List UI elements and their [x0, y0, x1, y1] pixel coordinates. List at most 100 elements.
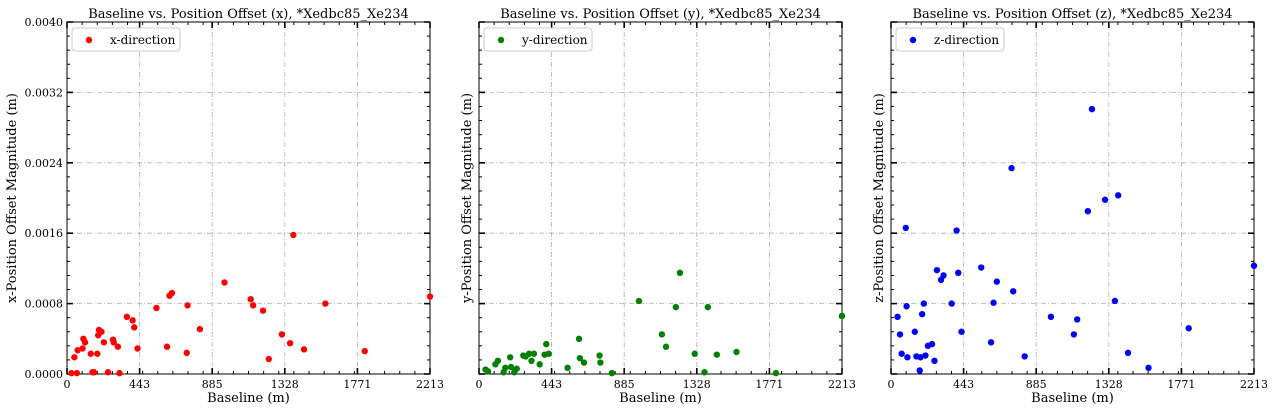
plot-area: 0 443 885 1328 1771 2213: [888, 21, 1268, 391]
data-point: [1047, 313, 1055, 320]
data-point: [259, 307, 267, 314]
data-point: [918, 310, 926, 318]
data-point: [635, 297, 643, 305]
data-point: [658, 331, 666, 338]
data-point: [596, 352, 603, 359]
data-point: [903, 303, 910, 310]
x-tick-label: 1771: [755, 378, 783, 391]
data-point: [68, 369, 75, 377]
data-point: [502, 364, 509, 372]
data-point: [911, 328, 918, 335]
panel-y-offset: 0 443 885 1328 1771 2213 Baseline vs. Positio…: [460, 7, 856, 406]
chart-title: Baseline vs. Position Offset (y), *Xedbc…: [500, 7, 821, 22]
data-point: [1073, 316, 1081, 323]
data-point: [290, 231, 297, 239]
data-point: [978, 264, 985, 271]
data-point: [1070, 331, 1078, 338]
data-point: [922, 352, 929, 359]
data-point: [1088, 105, 1096, 113]
panel-z-offset: 0 443 885 1328 1771 2213 Baseline vs. Positio…: [872, 7, 1268, 406]
data-point: [917, 354, 924, 361]
data-point: [513, 365, 520, 372]
plot-area: 0 443 885 1328 1771 2213 0.0000 0.0008 0.0016 0.0…: [25, 16, 445, 391]
data-point: [940, 272, 947, 279]
data-point: [506, 354, 514, 361]
data-point: [123, 313, 131, 320]
data-point: [90, 369, 98, 376]
x-tick-label: 1328: [1095, 378, 1123, 391]
data-point: [990, 299, 997, 306]
chart-title: Baseline vs. Position Offset (x), *Xedbc…: [88, 7, 409, 22]
legend: [895, 27, 1005, 52]
data-point: [134, 345, 141, 352]
y-tick-label: 0.0024: [25, 157, 64, 170]
x-axis-label: Baseline (m): [1031, 391, 1114, 406]
data-point: [896, 331, 904, 338]
data-point: [507, 363, 515, 371]
x-axis-label: Baseline (m): [619, 391, 702, 406]
data-point: [580, 359, 588, 366]
x-tick-label: 1328: [271, 378, 299, 391]
data-point: [1008, 164, 1015, 172]
data-point: [131, 324, 138, 331]
data-point: [71, 354, 78, 361]
data-point: [79, 345, 86, 352]
data-point: [1185, 325, 1192, 332]
data-point: [168, 289, 176, 297]
data-point: [129, 317, 136, 324]
x-tick-label: 885: [202, 378, 223, 391]
data-point: [1111, 297, 1119, 305]
data-point: [1124, 349, 1132, 357]
x-tick-label: 2213: [416, 378, 444, 391]
data-point: [494, 357, 502, 364]
legend: [483, 27, 593, 52]
data-point: [81, 339, 89, 346]
x-tick-label: 885: [614, 378, 635, 391]
data-point: [948, 300, 955, 307]
data-point: [322, 300, 329, 307]
x-tick-label: 885: [1026, 378, 1047, 391]
data-point: [110, 339, 117, 346]
data-point: [196, 325, 204, 333]
data-point: [953, 227, 960, 234]
x-tick-label: 443: [541, 378, 562, 391]
legend-marker: [497, 36, 505, 44]
data-point: [116, 369, 123, 377]
data-point: [931, 357, 938, 364]
data-point: [183, 349, 190, 357]
data-point: [300, 346, 308, 353]
y-axis-label: z-Position Offset Magnitude (m): [872, 93, 887, 303]
data-point: [104, 369, 112, 376]
axes-frame: [890, 21, 1255, 375]
legend-label: y-direction: [521, 33, 588, 47]
data-point: [701, 369, 708, 376]
data-point: [1101, 196, 1109, 203]
chart-title: Baseline vs. Position Offset (z), *Xedbc…: [912, 7, 1232, 22]
data-point: [221, 279, 228, 286]
data-point: [1021, 353, 1028, 360]
data-point: [672, 303, 680, 311]
data-point: [987, 339, 995, 346]
data-point: [247, 296, 254, 303]
data-point: [898, 350, 905, 357]
data-point: [278, 331, 286, 338]
legend-box: [483, 27, 593, 52]
legend-label: x-direction: [110, 33, 176, 47]
data-point: [902, 224, 909, 232]
data-point: [1010, 288, 1017, 295]
data-point: [536, 361, 543, 368]
data-point: [920, 300, 928, 307]
data-point: [361, 347, 368, 355]
data-point: [894, 313, 901, 320]
y-tick-label: 0.0040: [25, 16, 64, 29]
axes-frame: [66, 21, 431, 375]
data-point: [933, 266, 941, 274]
data-point: [1145, 364, 1152, 372]
data-point: [1114, 192, 1122, 199]
data-point: [286, 340, 294, 347]
data-point: [928, 340, 936, 348]
x-tick-label: 2213: [1240, 378, 1268, 391]
y-tick-label: 0.0008: [25, 298, 64, 311]
data-point: [265, 355, 272, 363]
data-point: [691, 350, 698, 357]
